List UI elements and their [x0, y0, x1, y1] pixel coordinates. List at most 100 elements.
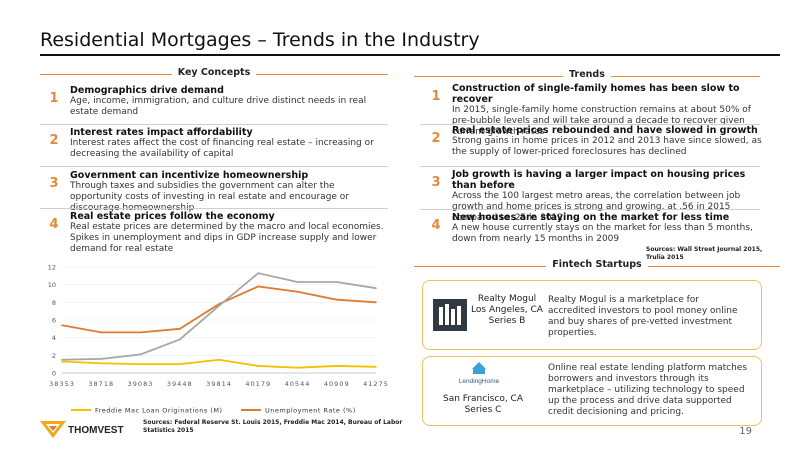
startup-info: Realty Mogul Los Angeles, CA Series B	[471, 294, 543, 327]
divider	[40, 124, 388, 125]
trend-item-4: 4 New houses are staying on the market f…	[426, 212, 762, 246]
item-number: 2	[49, 133, 59, 148]
lendinghome-logo: LendingHome	[459, 362, 500, 385]
svg-text:LendingHome: LendingHome	[459, 378, 500, 385]
fintech-header: Fintech Startups	[414, 259, 780, 273]
key-concept-item-2: 2 Interest rates impact affordability Int…	[44, 127, 384, 165]
data-point	[178, 328, 181, 330]
data-point	[61, 324, 63, 327]
line-chart: 0 2 4 6 8 10 12 38353 38718 39083 39448 39814 40179 4…	[48, 264, 389, 415]
item-heading: Job growth is having a larger impact on …	[452, 169, 746, 191]
page-title: Residential Mortgages – Trends in the In…	[40, 29, 480, 51]
key-concept-item-1: 1 Demographics drive demand Age, income, …	[44, 85, 384, 123]
page-number: 19	[739, 426, 752, 437]
item-heading: New houses are staying on the market for…	[452, 212, 730, 223]
startup-description: Realty Mogul is a marketplace for accred…	[548, 295, 738, 338]
data-point	[139, 331, 142, 334]
data-point	[335, 365, 338, 367]
item-body: Age, income, immigration, and culture dr…	[70, 96, 367, 117]
data-point	[296, 290, 299, 293]
series-line-2	[61, 272, 377, 361]
data-point	[218, 358, 220, 361]
startup-name: Realty Mogul	[477, 294, 537, 304]
key-concepts-header: Key Concepts	[40, 67, 388, 81]
item-body: Real estate prices are determined by the…	[70, 222, 384, 254]
y-tick-label: 4	[52, 334, 56, 342]
y-tick-label: 0	[52, 370, 56, 378]
data-point	[100, 362, 103, 365]
x-tick-label: 41275	[363, 380, 389, 388]
x-tick-label: 40179	[245, 380, 271, 388]
divider	[420, 124, 760, 125]
startup-description: Online real estate lending platform matc…	[548, 363, 748, 417]
trends-source: Sources: Wall Street Journal 2015, Truli…	[646, 246, 763, 261]
y-tick-label: 6	[52, 317, 56, 325]
data-point	[257, 365, 260, 367]
item-heading: Demographics drive demand	[70, 85, 224, 96]
x-tick-label: 39448	[167, 380, 193, 388]
data-point	[335, 298, 338, 301]
series-line-1	[61, 285, 377, 334]
legend-label: Unemployment Rate (%)	[265, 407, 356, 415]
item-heading: Real estate prices rebounded and have sl…	[452, 125, 758, 136]
key-concept-item-4: 4 Real estate prices follow the economy R…	[44, 211, 384, 257]
legend-label: Freddie Mac Loan Originations (M)	[95, 407, 223, 415]
item-body: Strong gains in home prices in 2012 and …	[452, 136, 762, 157]
key-concepts-label: Key Concepts	[171, 67, 257, 78]
trends-label: Trends	[563, 69, 611, 80]
data-point	[100, 358, 103, 360]
data-point	[178, 338, 181, 341]
data-point	[375, 287, 377, 289]
startup-card-lendinghome: LendingHome San Francisco, CA Series C O…	[422, 356, 762, 426]
x-tick-label: 40544	[285, 380, 311, 388]
data-point	[296, 366, 299, 369]
key-concept-item-3: 3 Government can incentivize homeownersh…	[44, 170, 384, 213]
y-tick-label: 12	[48, 264, 56, 272]
trends-header: Trends	[414, 69, 760, 83]
x-tick-label: 39814	[206, 380, 232, 388]
trend-item-1: 1 Construction of single-family homes ha…	[426, 83, 762, 137]
data-point	[257, 272, 260, 274]
startup-card-realty-mogul: Realty Mogul Los Angeles, CA Series B Re…	[422, 280, 762, 350]
title-rule	[40, 54, 780, 56]
trend-item-2: 2 Real estate prices rebounded and have …	[426, 125, 762, 169]
startup-series: Series B	[488, 316, 526, 326]
data-point	[139, 353, 142, 356]
item-body: Across the 100 largest metro areas, the …	[452, 191, 741, 223]
chart-source: Sources: Federal Reserve St. Louis 2015,…	[143, 419, 403, 434]
startup-series: Series C	[464, 405, 502, 415]
item-heading: Real estate prices follow the economy	[70, 211, 275, 222]
item-body: Interest rates affect the cost of financ…	[70, 138, 374, 159]
item-number: 4	[431, 218, 441, 233]
data-point	[139, 363, 142, 365]
y-tick-label: 10	[48, 281, 56, 289]
x-tick-label: 38718	[88, 380, 114, 388]
data-point	[178, 363, 181, 365]
data-point	[375, 366, 377, 368]
realty-mogul-logo	[433, 299, 467, 331]
y-tick-label: 8	[52, 299, 56, 307]
item-body: A new house currently stays on the marke…	[452, 223, 753, 244]
item-heading: Interest rates impact affordability	[70, 127, 253, 138]
item-body: In 2015, single-family home construction…	[452, 105, 751, 137]
item-number: 3	[431, 175, 441, 190]
item-heading: Government can incentivize homeownership	[70, 170, 309, 181]
x-tick-label: 39083	[128, 380, 154, 388]
item-number: 1	[431, 89, 441, 104]
y-tick-label: 2	[52, 352, 56, 360]
divider	[40, 166, 388, 167]
data-point	[100, 331, 103, 334]
item-number: 3	[49, 176, 59, 191]
brand-name: THOMVEST	[68, 425, 124, 436]
divider	[420, 166, 760, 167]
thomvest-logo	[40, 421, 66, 438]
fintech-label: Fintech Startups	[546, 259, 648, 270]
x-tick-label: 38353	[49, 380, 75, 388]
startup-info: San Francisco, CA Series C	[435, 394, 531, 416]
series-line-0	[61, 358, 377, 369]
data-point	[335, 281, 338, 283]
item-number: 4	[49, 217, 59, 232]
trend-item-3: 3 Job growth is having a larger impact o…	[426, 169, 762, 223]
data-point	[296, 281, 299, 283]
item-heading: Construction of single-family homes has …	[452, 83, 740, 105]
